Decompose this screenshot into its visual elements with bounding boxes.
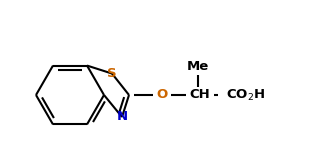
Text: CH: CH [190, 89, 210, 101]
Text: S: S [107, 67, 117, 80]
Text: N: N [117, 111, 128, 124]
Text: Me: Me [187, 61, 209, 73]
Text: CO$_2$H: CO$_2$H [226, 87, 266, 103]
Text: O: O [156, 89, 168, 101]
